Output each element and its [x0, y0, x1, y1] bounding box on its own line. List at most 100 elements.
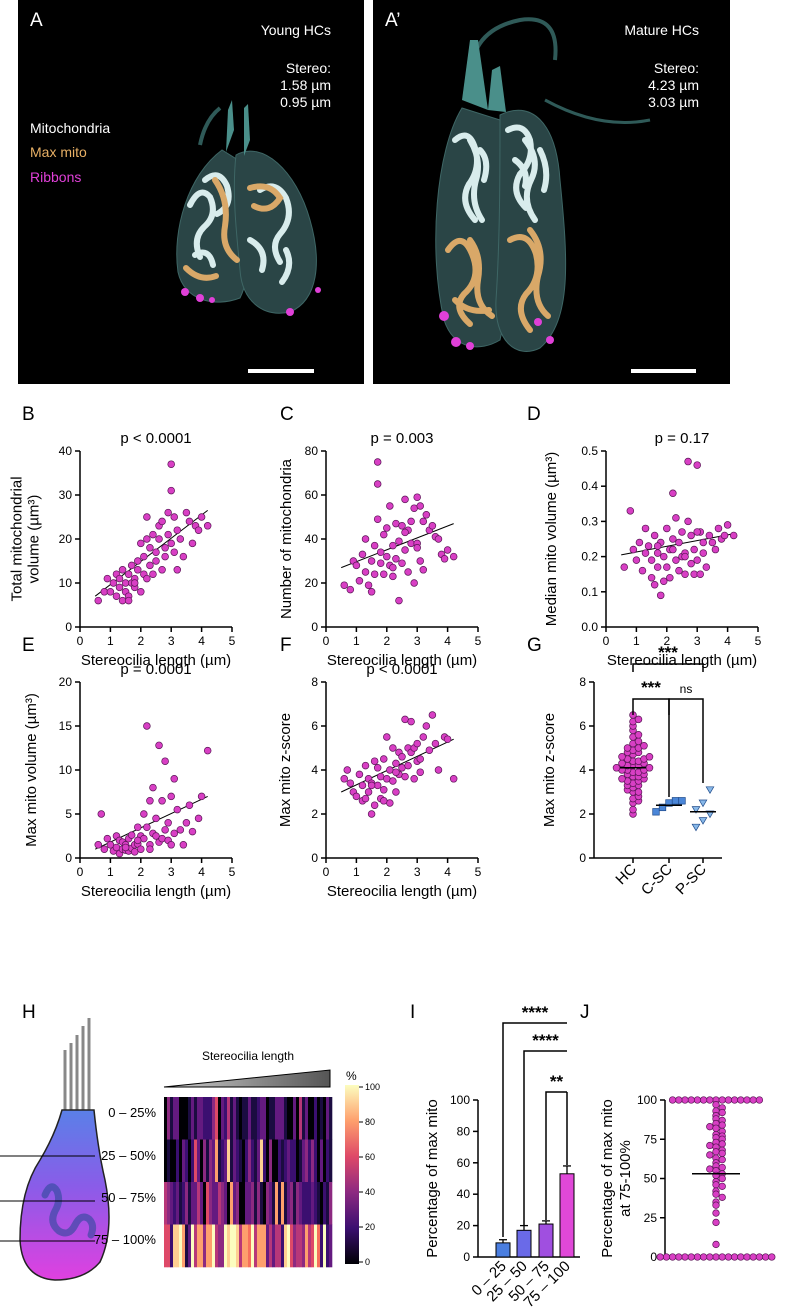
data-point	[656, 1253, 664, 1261]
heatmap-cell	[263, 1097, 267, 1140]
bracket-1-3-label: ****	[532, 1031, 559, 1050]
data-point	[127, 831, 136, 839]
data-point	[185, 517, 194, 526]
data-point	[149, 783, 157, 792]
colorbar-tick-label: 0	[365, 1257, 370, 1267]
data-point	[663, 563, 671, 571]
heatmap-cell	[176, 1182, 180, 1225]
heatmap-cell	[293, 1139, 297, 1183]
heatmap-cell	[170, 1097, 174, 1140]
bracket-hc-csc-label: ***	[641, 678, 661, 697]
data-point	[367, 781, 376, 790]
heatmap-cell	[263, 1182, 267, 1225]
data-point	[367, 588, 376, 596]
y-axis-label: Max mito z-score	[541, 713, 558, 827]
x-tick-label: 0	[323, 634, 330, 648]
data-point	[678, 528, 686, 536]
heatmap-cell	[242, 1224, 246, 1268]
x-tick-label: 2	[663, 634, 670, 648]
data-point	[431, 739, 440, 748]
heatmap-cell	[173, 1139, 177, 1183]
heatmap-cell	[308, 1224, 312, 1268]
heatmap-cell	[308, 1097, 312, 1140]
heatmap-cell	[284, 1139, 288, 1183]
data-point	[115, 574, 124, 583]
data-point	[749, 1253, 757, 1261]
bar	[559, 1173, 575, 1258]
heatmap-cell	[215, 1097, 219, 1140]
data-point	[668, 1096, 677, 1104]
heatmap-cell	[275, 1139, 279, 1183]
heatmap-cell	[197, 1097, 201, 1140]
heatmap-cell	[200, 1097, 204, 1140]
heatmap-cell	[311, 1182, 315, 1225]
data-point	[161, 826, 169, 834]
data-point	[386, 502, 394, 510]
x-tick-label: 1	[107, 865, 114, 879]
heatmap-cell	[293, 1224, 297, 1268]
data-point	[352, 561, 361, 570]
data-point	[434, 766, 443, 774]
data-point	[410, 775, 418, 783]
heatmap-cell	[215, 1139, 219, 1183]
x-tick-label: 4	[198, 634, 205, 648]
data-point	[94, 596, 102, 605]
heatmap-cell	[299, 1182, 303, 1225]
data-point-hc	[623, 744, 632, 752]
heatmap-cell	[224, 1182, 228, 1225]
data-point	[718, 1140, 726, 1148]
heatmap-cell	[182, 1224, 186, 1268]
panel-letter-h: H	[22, 1002, 36, 1023]
heatmap-cell	[290, 1224, 294, 1268]
heatmap-cell	[236, 1182, 240, 1225]
data-point	[666, 573, 674, 582]
heatmap-cell	[212, 1224, 216, 1268]
heatmap-cell	[272, 1139, 276, 1183]
heatmap-cell	[248, 1097, 252, 1140]
data-point	[188, 539, 197, 548]
x-tick-label: 3	[168, 865, 175, 879]
data-point	[699, 549, 708, 557]
panel-letter-i: I	[410, 1002, 415, 1023]
heatmap-cell	[206, 1097, 210, 1140]
panel-a-title: Young HCs	[261, 22, 331, 38]
heatmap-x-title: Stereocilia length	[202, 1049, 294, 1063]
y-tick-label: 75	[644, 1132, 658, 1146]
data-point-psc	[691, 823, 701, 832]
data-point	[718, 1149, 726, 1158]
data-point	[392, 788, 400, 796]
data-point	[413, 493, 421, 501]
heatmap-cell	[188, 1139, 192, 1183]
data-point	[143, 823, 151, 831]
data-point	[407, 517, 415, 526]
y-tick-label: 50	[644, 1172, 658, 1186]
data-point	[419, 733, 428, 741]
y-tick-label: 0	[65, 851, 72, 865]
colorbar-tick-label: 20	[365, 1222, 375, 1232]
data-point	[413, 739, 421, 748]
heatmap-cell	[179, 1097, 183, 1140]
panel-letter-e: E	[22, 635, 35, 656]
heatmap-cell	[248, 1182, 252, 1225]
data-point	[167, 841, 175, 849]
bracket-2-3-label: **	[550, 1072, 564, 1091]
heatmap-cell	[260, 1224, 264, 1268]
data-point	[712, 1124, 720, 1132]
heatmap-cell	[254, 1182, 258, 1225]
data-point	[398, 522, 406, 530]
data-point	[449, 552, 458, 561]
y-tick-label: 80	[305, 444, 319, 458]
bracket-hc-psc-label: ***	[658, 643, 678, 662]
y-axis-label: Total mitochondrial	[9, 476, 26, 601]
data-point	[443, 546, 452, 554]
heatmap-cell	[266, 1224, 270, 1268]
data-point	[149, 530, 157, 539]
heatmap-cell	[281, 1224, 285, 1268]
heatmap-cell	[290, 1139, 294, 1183]
heatmap-cell	[251, 1139, 255, 1183]
data-point	[768, 1253, 776, 1261]
x-tick-label: 2	[383, 634, 390, 648]
heatmap-cell	[221, 1097, 225, 1140]
heatmap-cell	[284, 1224, 288, 1268]
hair-cell-schematic	[19, 1109, 110, 1281]
